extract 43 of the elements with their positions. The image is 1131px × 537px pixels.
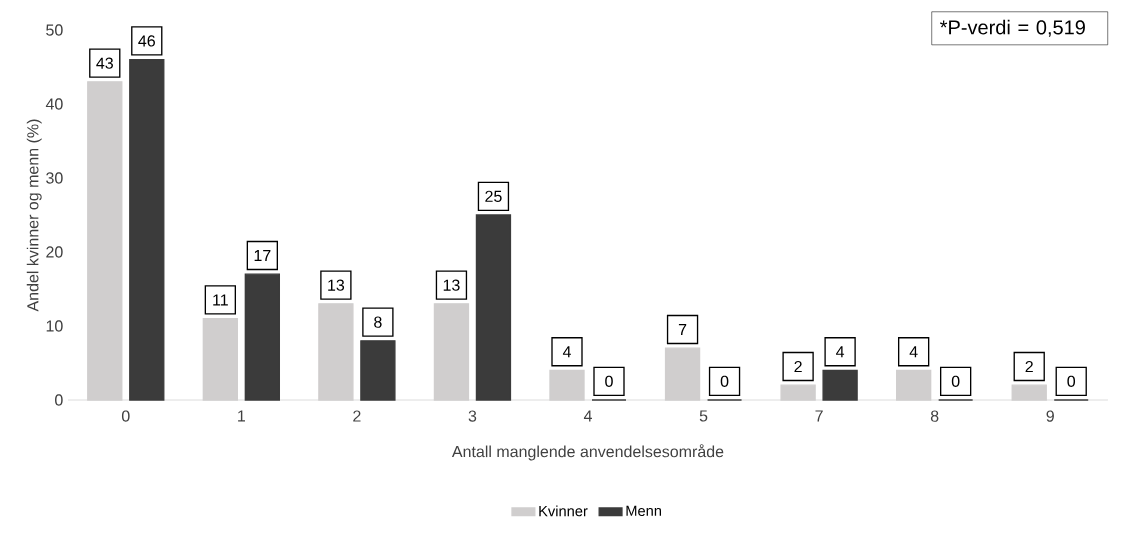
x-tick-label: 2 <box>353 410 361 422</box>
data-label: 2 <box>1025 360 1033 373</box>
annotation: *P-verdi = 0,519 <box>940 19 1085 37</box>
bar <box>318 303 354 401</box>
bar <box>475 214 512 401</box>
y-tick-label: 0 <box>55 394 63 406</box>
data-label: 13 <box>328 279 345 291</box>
data-label: 11 <box>213 294 228 306</box>
data-label: 46 <box>138 35 155 47</box>
y-tick-label: 50 <box>46 24 63 36</box>
data-label: 17 <box>254 250 271 262</box>
bar <box>433 303 470 401</box>
y-tick-label: 20 <box>46 246 63 258</box>
legend-label: Menn <box>626 505 661 517</box>
data-label: 2 <box>794 360 802 373</box>
bar <box>360 340 396 401</box>
x-tick-label: 3 <box>468 410 477 422</box>
data-label: 43 <box>96 57 113 69</box>
data-label: 13 <box>443 279 460 291</box>
y-axis-title: Andel kvinner og menn (%) <box>26 119 42 312</box>
x-tick-label: 5 <box>699 410 708 422</box>
data-label: 25 <box>485 190 502 202</box>
legend-label: Kvinner <box>539 505 588 517</box>
data-label: 0 <box>720 375 729 387</box>
bar <box>87 81 123 401</box>
x-tick-label: 8 <box>930 410 939 422</box>
data-label: 0 <box>605 375 613 387</box>
y-tick-label: 10 <box>46 320 63 332</box>
x-axis-title: Antall manglende anvendelsesområde <box>451 444 724 461</box>
x-tick-label: 7 <box>815 410 823 422</box>
x-tick-label: 0 <box>121 410 130 422</box>
data-label: 0 <box>1067 375 1076 387</box>
y-tick-label: 30 <box>46 172 63 184</box>
x-tick-label: 4 <box>583 410 592 422</box>
data-label: 4 <box>909 346 918 358</box>
data-label: 4 <box>562 346 571 358</box>
data-label: 4 <box>836 346 845 358</box>
data-label: 0 <box>951 375 960 387</box>
data-label: 7 <box>678 324 687 336</box>
x-tick-label: 1 <box>238 410 245 422</box>
y-tick-label: 40 <box>45 98 63 110</box>
data-label: 8 <box>374 316 382 328</box>
x-tick-label: 9 <box>1046 410 1054 422</box>
